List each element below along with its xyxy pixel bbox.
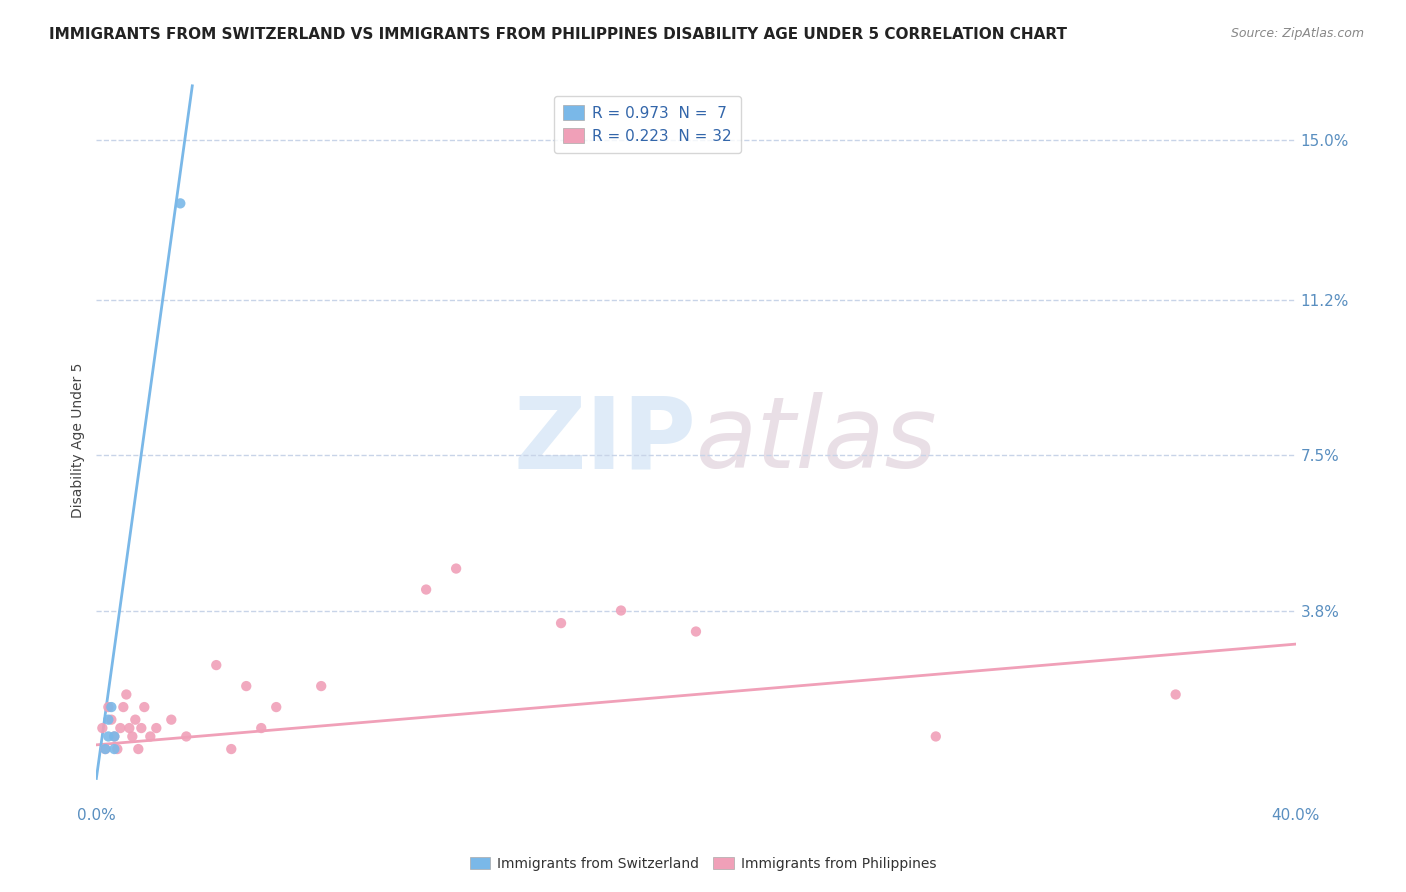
Point (1164, 688, 1187, 702)
Point (309, 679, 332, 693)
Point (103, 730, 125, 744)
Point (139, 730, 162, 744)
Point (550, 616, 572, 631)
Point (235, 679, 257, 693)
Text: atlas: atlas (696, 392, 938, 489)
Point (205, 658, 228, 673)
Point (118, 721, 141, 735)
Point (103, 742, 125, 756)
Point (91, 721, 114, 735)
Point (160, 713, 183, 727)
Point (115, 688, 138, 702)
Text: Source: ZipAtlas.com: Source: ZipAtlas.com (1230, 27, 1364, 40)
Point (127, 742, 149, 756)
Point (103, 730, 125, 744)
Point (444, 561, 467, 575)
Point (169, 196, 191, 211)
Point (100, 713, 122, 727)
Point (174, 730, 197, 744)
Point (94, 742, 117, 756)
Point (925, 730, 948, 744)
Point (264, 700, 287, 714)
Point (145, 721, 167, 735)
Point (219, 742, 242, 756)
Point (105, 742, 128, 756)
Point (97, 730, 120, 744)
Point (131, 721, 153, 735)
Legend: Immigrants from Switzerland, Immigrants from Philippines: Immigrants from Switzerland, Immigrants … (464, 851, 942, 876)
Point (610, 603, 633, 617)
Point (250, 721, 273, 735)
Point (112, 700, 135, 714)
Point (685, 624, 707, 639)
Point (415, 582, 437, 597)
Text: ZIP: ZIP (513, 392, 696, 489)
Point (97, 713, 120, 727)
Text: IMMIGRANTS FROM SWITZERLAND VS IMMIGRANTS FROM PHILIPPINES DISABILITY AGE UNDER : IMMIGRANTS FROM SWITZERLAND VS IMMIGRANT… (49, 27, 1067, 42)
Point (94, 742, 117, 756)
Point (97, 700, 120, 714)
Legend: R = 0.973  N =  7, R = 0.223  N = 32: R = 0.973 N = 7, R = 0.223 N = 32 (554, 96, 741, 153)
Point (134, 700, 156, 714)
Y-axis label: Disability Age Under 5: Disability Age Under 5 (72, 363, 86, 518)
Point (100, 700, 122, 714)
Point (110, 721, 132, 735)
Point (124, 713, 146, 727)
Point (121, 730, 143, 744)
